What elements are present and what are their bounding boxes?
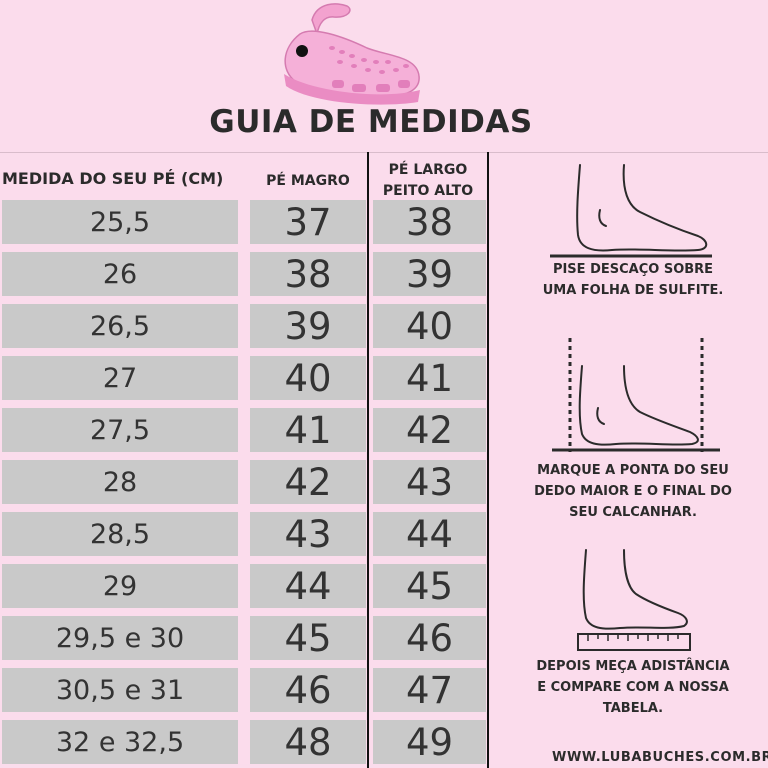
header-wide-line2: PEITO ALTO bbox=[382, 183, 474, 199]
cell-wide-size: 42 bbox=[373, 408, 486, 452]
cell-narrow-size: 46 bbox=[250, 668, 366, 712]
step1-line1: PISE DESCAÇO SOBRE bbox=[552, 262, 714, 277]
cell-narrow-size: 48 bbox=[250, 720, 366, 764]
cell-narrow-size: 40 bbox=[250, 356, 366, 400]
header-wide-foot: PÉ LARGO PEITO ALTO bbox=[368, 160, 488, 202]
cell-foot-cm: 29 bbox=[2, 564, 238, 608]
cell-wide-size: 43 bbox=[373, 460, 486, 504]
cell-foot-cm: 27 bbox=[2, 356, 238, 400]
step2-caption: MARQUE A PONTA DO SEU DEDO MAIOR E O FIN… bbox=[520, 460, 746, 523]
cell-wide-size: 45 bbox=[373, 564, 486, 608]
header-divider bbox=[0, 152, 768, 153]
foot-ruler-icon bbox=[577, 549, 691, 651]
step1-caption: PISE DESCAÇO SOBRE UMA FOLHA DE SULFITE. bbox=[520, 259, 746, 301]
step3-line3: TABELA. bbox=[602, 701, 664, 716]
clog-logo-icon bbox=[284, 3, 420, 105]
cell-wide-size: 44 bbox=[373, 512, 486, 556]
cell-wide-size: 49 bbox=[373, 720, 486, 764]
step3-line2: E COMPARE COM A NOSSA bbox=[537, 680, 729, 695]
cell-narrow-size: 39 bbox=[250, 304, 366, 348]
cell-foot-cm: 30,5 e 31 bbox=[2, 668, 238, 712]
cell-foot-cm: 32 e 32,5 bbox=[2, 720, 238, 764]
cell-foot-cm: 28,5 bbox=[2, 512, 238, 556]
header-foot-size: MEDIDA DO SEU PÉ (CM) bbox=[2, 169, 224, 188]
cell-wide-size: 40 bbox=[373, 304, 486, 348]
cell-narrow-size: 43 bbox=[250, 512, 366, 556]
page-title: GUIA DE MEDIDAS bbox=[209, 104, 533, 140]
cell-wide-size: 46 bbox=[373, 616, 486, 660]
cell-foot-cm: 25,5 bbox=[2, 200, 238, 244]
cell-wide-size: 39 bbox=[373, 252, 486, 296]
column-divider-left bbox=[367, 152, 369, 768]
cell-wide-size: 47 bbox=[373, 668, 486, 712]
step2-line1: MARQUE A PONTA DO SEU bbox=[537, 463, 729, 478]
cell-narrow-size: 38 bbox=[250, 252, 366, 296]
column-divider-right bbox=[487, 152, 489, 768]
step2-line2: DEDO MAIOR E O FINAL DO bbox=[534, 484, 732, 499]
cell-foot-cm: 27,5 bbox=[2, 408, 238, 452]
cell-wide-size: 41 bbox=[373, 356, 486, 400]
cell-narrow-size: 44 bbox=[250, 564, 366, 608]
step3-caption: DEPOIS MEÇA ADISTÂNCIA E COMPARE COM A N… bbox=[520, 656, 746, 719]
cell-foot-cm: 26 bbox=[2, 252, 238, 296]
step2-line3: SEU CALCANHAR. bbox=[569, 505, 697, 520]
cell-foot-cm: 28 bbox=[2, 460, 238, 504]
header-narrow-foot: PÉ MAGRO bbox=[266, 173, 350, 189]
cell-narrow-size: 42 bbox=[250, 460, 366, 504]
step1-line2: UMA FOLHA DE SULFITE. bbox=[542, 283, 724, 298]
foot-marked-icon bbox=[552, 338, 720, 452]
cell-narrow-size: 37 bbox=[250, 200, 366, 244]
website-link[interactable]: WWW.LUBABUCHES.COM.BR bbox=[552, 750, 768, 765]
cell-narrow-size: 41 bbox=[250, 408, 366, 452]
cell-foot-cm: 26,5 bbox=[2, 304, 238, 348]
cell-narrow-size: 45 bbox=[250, 616, 366, 660]
header-wide-line1: PÉ LARGO bbox=[388, 162, 468, 178]
cell-foot-cm: 29,5 e 30 bbox=[2, 616, 238, 660]
foot-on-paper-icon bbox=[550, 164, 712, 258]
step3-line1: DEPOIS MEÇA ADISTÂNCIA bbox=[536, 659, 730, 674]
cell-wide-size: 38 bbox=[373, 200, 486, 244]
